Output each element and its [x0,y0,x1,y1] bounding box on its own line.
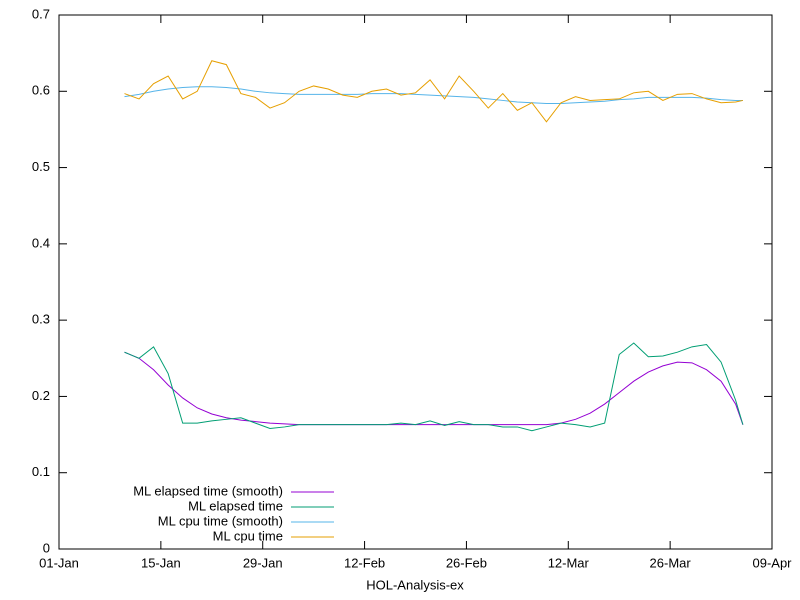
x-tick-label: 29-Jan [243,555,283,570]
legend-label: ML cpu time (smooth) [158,513,283,528]
x-axis-label: HOL-Analysis-ex [366,577,464,592]
x-tick-label: 26-Feb [446,555,487,570]
series-line [124,351,744,426]
y-tick-label: 0 [43,540,50,555]
y-tick-label: 0.5 [32,159,50,174]
x-tick-label: 09-Apr [752,555,792,570]
x-tick-label: 15-Jan [141,555,181,570]
y-tick-label: 0.2 [32,388,50,403]
y-tick-label: 0.6 [32,83,50,98]
x-tick-label: 12-Feb [344,555,385,570]
y-tick-label: 0.4 [32,235,50,250]
series-line [124,86,743,104]
series-line [124,60,744,123]
x-tick-label: 26-Mar [650,555,692,570]
x-tick-label: 01-Jan [39,555,79,570]
x-tick-label: 12-Mar [548,555,590,570]
series-line [124,342,744,432]
legend-label: ML elapsed time [188,498,283,513]
legend-label: ML cpu time [213,528,283,543]
y-tick-label: 0.7 [32,6,50,21]
y-tick-label: 0.1 [32,464,50,479]
y-tick-label: 0.3 [32,312,50,327]
plot-frame [58,14,773,550]
legend-label: ML elapsed time (smooth) [133,483,283,498]
